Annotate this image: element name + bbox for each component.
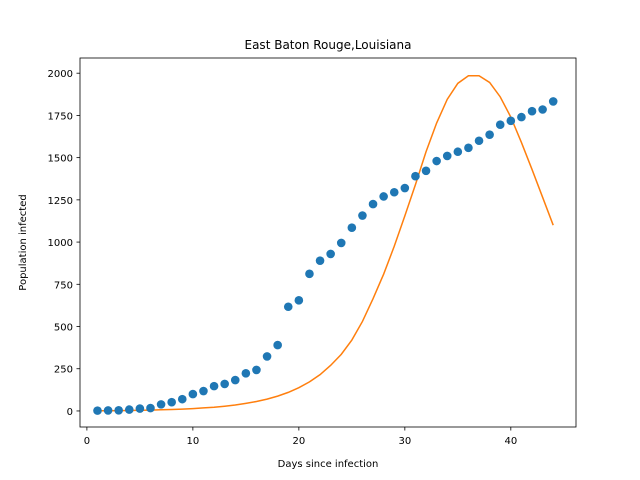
data-point — [368, 199, 378, 209]
data-point — [400, 183, 410, 193]
x-tick-label: 30 — [398, 436, 411, 447]
data-point — [220, 379, 229, 389]
data-point — [135, 404, 145, 413]
data-point — [538, 105, 547, 114]
x-tick-label: 20 — [292, 436, 305, 447]
x-tick-label: 10 — [187, 436, 200, 447]
data-point — [305, 269, 314, 279]
x-axis-label: Days since infection — [278, 459, 379, 470]
data-point — [527, 106, 537, 116]
data-point — [209, 381, 219, 391]
y-axis-label: Population infected — [18, 194, 29, 290]
data-point — [241, 369, 251, 378]
data-point — [294, 296, 304, 305]
plot-area — [93, 74, 558, 415]
data-point — [177, 394, 187, 404]
data-point — [283, 302, 293, 312]
y-tick-label: 0 — [67, 407, 73, 418]
data-point — [453, 147, 463, 157]
data-point — [315, 256, 325, 265]
y-tick-label: 500 — [54, 323, 73, 334]
data-point — [199, 386, 208, 396]
model-line — [97, 74, 554, 412]
data-point — [146, 403, 155, 413]
data-point — [230, 375, 240, 385]
data-point — [411, 171, 420, 181]
y-tick-label: 1500 — [48, 154, 73, 165]
data-point — [93, 406, 102, 415]
chart-title: East Baton Rouge,Louisiana — [245, 38, 412, 52]
axes-frame — [79, 57, 577, 428]
data-point — [442, 151, 452, 161]
data-point — [262, 352, 272, 361]
y-tick-label: 1750 — [48, 111, 73, 122]
y-tick-label: 2000 — [48, 69, 73, 80]
data-point — [421, 166, 431, 176]
data-point — [358, 211, 367, 220]
data-point — [167, 397, 176, 407]
y-tick-label: 250 — [54, 365, 73, 376]
y-axis: 0 250 500 750 1000 1250 1500 1750 2000 — [48, 69, 80, 418]
y-tick-label: 1250 — [48, 196, 73, 207]
data-point — [273, 340, 282, 350]
data-point — [464, 143, 473, 153]
x-tick-label: 0 — [84, 436, 90, 447]
data-point — [114, 405, 123, 415]
data-point — [548, 97, 558, 106]
data-point — [432, 156, 441, 166]
data-point — [103, 406, 113, 415]
x-tick-label: 40 — [504, 436, 517, 447]
x-axis: 0 10 20 30 40 — [84, 427, 517, 447]
data-point — [379, 192, 388, 201]
y-tick-label: 1000 — [48, 238, 73, 249]
data-point — [495, 120, 505, 130]
data-point — [156, 400, 166, 409]
data-point — [347, 223, 357, 233]
data-point — [485, 130, 494, 139]
data-point — [517, 112, 526, 122]
data-point — [389, 187, 399, 197]
data-point — [506, 116, 516, 126]
data-point — [326, 249, 335, 259]
data-point — [252, 365, 261, 375]
data-point — [124, 405, 134, 414]
data-point — [474, 136, 484, 146]
data-point — [336, 238, 346, 248]
data-point — [188, 389, 198, 399]
y-tick-label: 750 — [54, 280, 73, 291]
